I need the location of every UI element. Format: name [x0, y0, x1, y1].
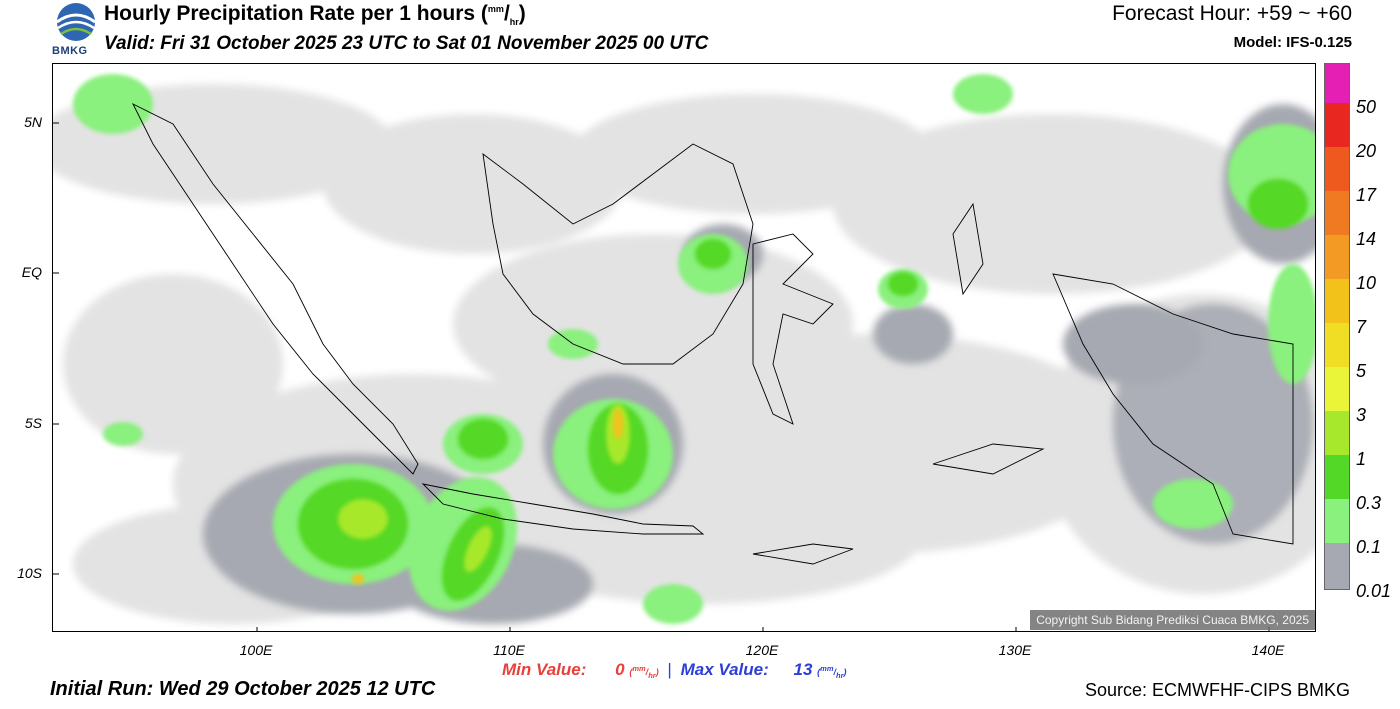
legend-label: 1 — [1356, 449, 1367, 469]
legend-swatch — [1325, 455, 1349, 499]
copyright-label: Copyright Sub Bidang Prediksi Cuaca BMKG… — [1030, 610, 1315, 630]
coastlines — [131, 102, 1294, 565]
legend-swatch — [1325, 191, 1349, 235]
legend-swatch — [1325, 235, 1349, 279]
lat-label-eq: EQ — [21, 264, 42, 280]
legend-label: 0.1 — [1356, 537, 1382, 557]
legend-swatch — [1325, 323, 1349, 367]
lon-label-140e: 140E — [1251, 642, 1285, 658]
bmkg-logo — [52, 2, 100, 58]
color-legend — [1324, 63, 1350, 590]
legend-swatch — [1325, 103, 1349, 147]
lon-label-100e: 100E — [239, 642, 273, 658]
lat-label-10s: 10S — [17, 565, 42, 581]
legend-label: 0.3 — [1356, 493, 1382, 513]
legend-label: 3 — [1356, 405, 1367, 425]
chart-title: Hourly Precipitation Rate per 1 hours (m… — [104, 2, 526, 28]
legend-swatch — [1325, 279, 1349, 323]
lon-label-130e: 130E — [998, 642, 1032, 658]
precipitation-map — [52, 63, 1316, 632]
legend-swatch — [1325, 543, 1349, 589]
axis-ticks — [53, 122, 1270, 631]
lat-label-5s: 5S — [24, 415, 42, 431]
legend-swatch — [1325, 499, 1349, 543]
legend-label: 5 — [1356, 361, 1367, 381]
legend-label: 10 — [1356, 273, 1377, 293]
legend-swatch — [1325, 64, 1349, 103]
max-value-label: Max Value: — [680, 660, 769, 679]
legend-swatch — [1325, 367, 1349, 411]
legend-label: 17 — [1356, 185, 1377, 205]
min-value: 0 — [615, 660, 625, 679]
legend-label: 50 — [1356, 97, 1377, 117]
legend-label: 7 — [1356, 317, 1367, 337]
min-value-label: Min Value: — [502, 660, 587, 679]
legend-swatch — [1325, 411, 1349, 455]
extreme-rain-cells — [352, 409, 623, 584]
legend-swatch — [1325, 147, 1349, 191]
lat-label-5n: 5N — [24, 114, 42, 130]
data-source: Source: ECMWFHF-CIPS BMKG — [1084, 680, 1350, 700]
model-name: Model: IFS-0.125 — [1233, 34, 1352, 51]
legend-label: 20 — [1356, 141, 1377, 161]
valid-period: Valid: Fri 31 October 2025 23 UTC to Sat… — [104, 33, 709, 54]
legend-label: 14 — [1356, 229, 1377, 249]
initial-run: Initial Run: Wed 29 October 2025 12 UTC — [50, 678, 436, 700]
lon-label-110e: 110E — [493, 642, 525, 658]
min-max-values: Min Value: 0 (mm/hr) | Max Value: 13 (mm… — [502, 660, 847, 680]
forecast-hour: Forecast Hour: +59 ~ +60 — [1112, 2, 1352, 25]
logo-text: BMKG — [52, 45, 88, 57]
legend-label: 0.01 — [1356, 581, 1392, 601]
lon-label-120e: 120E — [745, 642, 779, 658]
max-value: 13 — [793, 660, 813, 679]
